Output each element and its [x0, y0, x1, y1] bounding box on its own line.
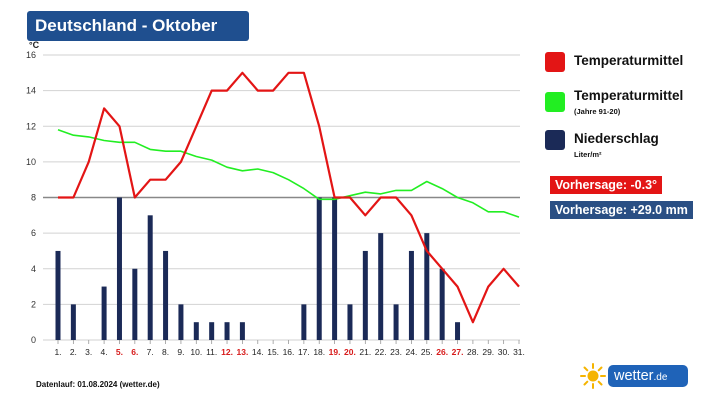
grid-lines — [43, 54, 520, 344]
x-tick-25: 25. — [421, 347, 433, 357]
precip-bar-9 — [178, 304, 184, 340]
precip-bar-13 — [239, 322, 245, 340]
x-tick-28: 28. — [467, 347, 479, 357]
x-tick-4: 4. — [101, 347, 108, 357]
brand-name-text: wetter — [614, 368, 654, 384]
precip-bar-21 — [362, 250, 368, 340]
precip-bar-24 — [408, 250, 414, 340]
x-tick-labels: 1. 2. 3. 4. 5. 6. 7. 8. 9. 10. 11. 12. 13. 14. 15. 16. 1… — [54, 347, 524, 357]
y-tick-2: 2 — [31, 299, 36, 309]
precip-bar-20 — [347, 304, 353, 340]
x-tick-18: 18. — [313, 347, 325, 357]
x-tick-2: 2. — [70, 347, 77, 357]
legend-clim-swatch — [545, 92, 565, 112]
precip-bar-26 — [439, 268, 445, 340]
y-tick-4: 4 — [31, 264, 36, 274]
x-tick-10: 10. — [190, 347, 202, 357]
precip-bar-22 — [378, 233, 384, 340]
x-tick-26: 26. — [436, 347, 448, 357]
brand-tld: .de — [653, 372, 668, 383]
x-tick-30: 30. — [498, 347, 510, 357]
x-tick-15: 15. — [267, 347, 279, 357]
precip-bar-4 — [101, 286, 107, 340]
precip-bar-1 — [55, 250, 61, 340]
climate-line — [57, 129, 520, 218]
x-tick-9: 9. — [177, 347, 184, 357]
y-tick-16: 16 — [26, 50, 36, 60]
precip-bar-25 — [424, 233, 430, 340]
forecast-precip: Vorhersage: +29.0 mm — [550, 201, 693, 219]
x-tick-14: 14. — [252, 347, 264, 357]
precip-bar-19 — [332, 197, 338, 340]
y-tick-12: 12 — [26, 121, 36, 131]
temp-line — [58, 71, 520, 324]
x-tick-1: 1. — [54, 347, 61, 357]
precip-bar-5 — [116, 197, 122, 340]
x-tick-29: 29. — [482, 347, 494, 357]
temperature-lines — [57, 71, 520, 324]
x-tick-27: 27. — [452, 347, 464, 357]
x-tick-6: 6. — [131, 347, 138, 357]
x-tick-24: 24. — [406, 347, 418, 357]
precip-bar-11 — [209, 322, 215, 340]
x-tick-16: 16. — [283, 347, 295, 357]
precipitation-bars — [55, 197, 461, 340]
x-tick-21: 21. — [359, 347, 371, 357]
x-tick-13: 13. — [236, 347, 248, 357]
precip-bar-17 — [301, 304, 307, 340]
y-tick-6: 6 — [31, 228, 36, 238]
precip-bar-18 — [316, 197, 322, 340]
y-tick-labels: 0 2 4 6 8 10 12 14 16 — [26, 50, 36, 345]
precip-bar-27 — [455, 322, 461, 340]
x-tick-5: 5. — [116, 347, 123, 357]
precip-bar-8 — [163, 250, 169, 340]
y-tick-14: 14 — [26, 86, 36, 96]
x-tick-23: 23. — [390, 347, 402, 357]
y-tick-0: 0 — [31, 335, 36, 345]
legend-temp-swatch — [545, 52, 565, 72]
x-tick-20: 20. — [344, 347, 356, 357]
precip-bar-6 — [132, 268, 138, 340]
legend-clim-sub: (Jahre 91-20) — [574, 107, 621, 116]
precip-bar-10 — [193, 322, 199, 340]
x-tick-7: 7. — [147, 347, 154, 357]
x-tick-19: 19. — [329, 347, 341, 357]
brand-name: wetter.de — [608, 365, 688, 387]
x-tick-22: 22. — [375, 347, 387, 357]
y-tick-10: 10 — [26, 157, 36, 167]
precip-bar-2 — [70, 304, 76, 340]
x-tick-3: 3. — [85, 347, 92, 357]
x-tick-31: 31. — [513, 347, 525, 357]
precip-bar-23 — [393, 304, 399, 340]
precip-bar-12 — [224, 322, 230, 340]
x-tick-11: 11. — [206, 347, 217, 357]
y-tick-8: 8 — [31, 193, 36, 203]
forecast-temp: Vorhersage: -0.3° — [550, 176, 663, 194]
x-tick-17: 17. — [298, 347, 310, 357]
chart-title: Deutschland - Oktober — [27, 11, 249, 41]
legend-precip-sub: Liter/m² — [574, 150, 602, 159]
brand-logo[interactable]: wetter.de — [578, 362, 690, 390]
legend-temp-label: Temperaturmittel — [574, 53, 684, 68]
y-unit-label: °C — [29, 40, 40, 50]
footer-note: Datenlauf: 01.08.2024 (wetter.de) — [36, 380, 160, 389]
legend-precip-swatch — [545, 130, 565, 150]
x-tick-12: 12. — [221, 347, 233, 357]
precip-bar-7 — [147, 215, 153, 340]
legend-precip-label: Niederschlag — [574, 131, 659, 146]
x-tick-8: 8. — [162, 347, 169, 357]
sun-icon — [580, 363, 606, 389]
legend-clim-label: Temperaturmittel — [574, 88, 684, 103]
